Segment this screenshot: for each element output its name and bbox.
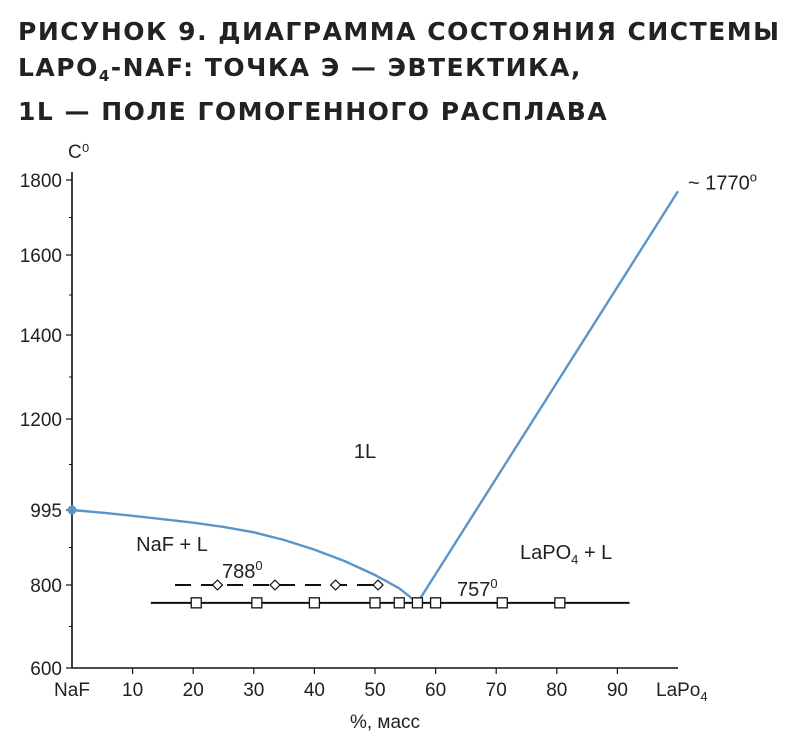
temperature-label-788-degree: 0 [255, 558, 262, 573]
x-tick-label-80: 80 [546, 680, 567, 701]
chart-title-subscript: 4 [98, 67, 111, 85]
x-axis-label-subscript: 4 [700, 689, 707, 704]
field-label-lapo4-subscript: 4 [571, 552, 578, 567]
x-tick-label-10: 10 [122, 680, 143, 701]
x-tick-label-40: 40 [304, 680, 325, 701]
field-label-naf-l: NaF + L [136, 534, 208, 556]
y-tick-label-1600: 1600 [20, 246, 62, 267]
chart-title: Рисунок 9. Диаграмма состояния системы L… [18, 14, 781, 130]
y-axis-label: C⁰ [68, 142, 89, 163]
y-tick-label-1400: 1400 [20, 326, 62, 347]
peak-temperature-degree: o [750, 169, 757, 184]
x-axis-label-lapo4: LaPo4 [656, 680, 708, 704]
field-label-lapo4-rest: + L [578, 542, 612, 564]
temperature-label-757: 7570 [457, 576, 498, 601]
start-point-marker [67, 505, 77, 515]
x-axis-title: %, масс [350, 712, 420, 733]
square-marker-6 [429, 597, 442, 609]
field-label-lapo4-l: LaPO4 + L [520, 542, 612, 567]
temperature-label-788: 7880 [222, 558, 263, 583]
chart-title-rest: -NaF: точка Э — эвтектика, [110, 53, 582, 82]
diamond-marker-1 [269, 579, 281, 591]
peak-temperature-label: ~ 1770o [688, 169, 757, 194]
square-marker-3 [369, 597, 381, 609]
temperature-label-757-degree: 0 [490, 576, 497, 591]
square-marker-2 [308, 597, 321, 609]
diamond-marker-2 [329, 579, 342, 591]
square-marker-7 [496, 597, 508, 609]
chart-series [67, 190, 680, 609]
chart-title-line-1: Рисунок 9. Диаграмма состояния системы [18, 17, 781, 46]
diamond-marker-0 [211, 579, 224, 591]
chart-title-lapo: LaPO [18, 53, 99, 82]
diamond-marker-3 [372, 579, 384, 591]
x-tick-label-20: 20 [183, 680, 204, 701]
x-tick-label-50: 50 [364, 680, 385, 701]
series-liquidus-left [71, 508, 419, 604]
square-marker-8 [554, 597, 566, 609]
x-tick-label-30: 30 [243, 680, 264, 701]
y-tick-label-800: 800 [30, 576, 62, 597]
y-tick-label-600: 600 [30, 659, 62, 680]
series-liquidus-right [416, 190, 680, 604]
chart-labels: ~ 1770o 1L NaF + L LaPO4 + L 7880 7570 [136, 169, 757, 601]
chart-title-line-2: LaPO4-NaF: точка Э — эвтектика, [18, 50, 781, 94]
y-tick-label-995: 995 [30, 501, 62, 522]
field-label-1L: 1L [354, 441, 376, 463]
x-tick-label-70: 70 [486, 680, 507, 701]
square-marker-5 [411, 597, 424, 609]
y-tick-label-1800: 1800 [20, 171, 62, 192]
x-tick-label-90: 90 [607, 680, 628, 701]
x-axis-label-naf: NaF [54, 680, 90, 701]
y-tick-label-1200: 1200 [20, 410, 62, 431]
square-marker-4 [393, 597, 405, 609]
square-marker-0 [190, 597, 202, 609]
chart-title-line-3: 1L — поле гомогенного расплава [18, 97, 609, 126]
x-tick-label-60: 60 [425, 680, 446, 701]
square-marker-1 [251, 597, 263, 609]
